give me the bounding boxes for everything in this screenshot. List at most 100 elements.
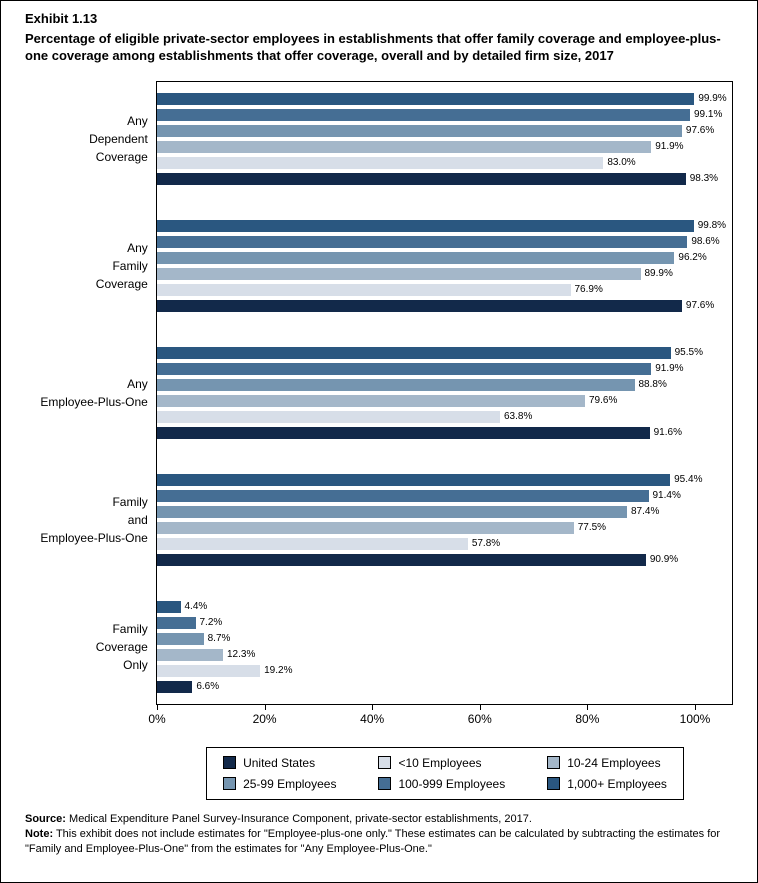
bar xyxy=(156,362,652,375)
bar-row: 97.6% xyxy=(156,123,732,139)
bar xyxy=(156,505,627,518)
legend-item: 100-999 Employees xyxy=(378,777,505,791)
bar xyxy=(156,473,671,486)
legend-item: United States xyxy=(223,756,336,770)
y-axis-label-line: Dependent xyxy=(89,131,148,146)
bar xyxy=(156,108,690,121)
y-axis-label-line: Any xyxy=(127,113,148,128)
x-tick-label: 100% xyxy=(679,711,711,726)
bar xyxy=(156,235,688,248)
y-axis-label-line: Any xyxy=(127,240,148,255)
bar-row: 95.4% xyxy=(156,472,732,488)
bar xyxy=(156,156,604,169)
x-tick-label: 80% xyxy=(575,711,600,726)
bar-value-label: 19.2% xyxy=(264,665,293,677)
bar-row: 91.6% xyxy=(156,425,732,441)
bar xyxy=(156,251,675,264)
bar xyxy=(156,680,193,693)
bar-row: 91.4% xyxy=(156,488,732,504)
legend-label: 10-24 Employees xyxy=(567,755,661,770)
y-axis-label-line: Employee-Plus-One xyxy=(40,394,148,409)
legend-swatch xyxy=(547,777,561,791)
bar xyxy=(156,346,671,359)
bar-value-label: 91.6% xyxy=(653,427,682,439)
bar-row: 99.1% xyxy=(156,107,732,123)
bar xyxy=(156,553,646,566)
bar-row: 87.4% xyxy=(156,504,732,520)
bar-row: 19.2% xyxy=(156,663,732,679)
bar-row: 83.0% xyxy=(156,155,732,171)
bar-value-label: 57.8% xyxy=(471,538,501,550)
y-axis-label: Family and Employee-Plus-One xyxy=(25,469,156,571)
bar-row: 6.6% xyxy=(156,679,732,695)
bar-group: 95.5% 91.9% 88.8% 79.6% 63.8% 91.6% xyxy=(156,342,732,444)
bar-group: 99.9% 99.1% 97.6% 91.9% 83.0% 98.3% xyxy=(156,88,732,190)
x-tick-mark xyxy=(372,704,374,710)
bar-value-label: 4.4% xyxy=(184,601,208,613)
bar-value-label: 8.7% xyxy=(207,633,231,645)
bar-row: 79.6% xyxy=(156,393,732,409)
bar-row: 4.4% xyxy=(156,599,732,615)
y-axis-label-line: Coverage xyxy=(95,149,148,164)
x-tick-mark xyxy=(695,704,696,710)
note-label: Note: xyxy=(25,827,54,840)
bar-row: 12.3% xyxy=(156,647,732,663)
legend-label: 1,000+ Employees xyxy=(567,776,667,791)
bar xyxy=(156,140,652,153)
bar xyxy=(156,616,196,629)
bar-row: 91.9% xyxy=(156,139,732,155)
x-tick-label: 40% xyxy=(360,711,385,726)
bar-value-label: 91.4% xyxy=(652,490,681,502)
bar-group: 4.4% 7.2% 8.7% 12.3% 19.2% 6.6% xyxy=(156,596,732,698)
x-tick-mark xyxy=(587,704,589,710)
x-tick-mark xyxy=(157,704,158,710)
chart-title: Percentage of eligible private-sector em… xyxy=(25,30,721,64)
y-axis-label-line: Only xyxy=(123,657,148,672)
bar xyxy=(156,632,204,645)
y-axis-label-line: and xyxy=(127,512,148,527)
y-axis-labels: Any Dependent Coverage Any Family Coverage Any… xyxy=(25,81,156,705)
source-label: Source: xyxy=(25,812,66,825)
plot-area: 99.9% 99.1% 97.6% 91.9% 83.0% 98.3% 99.8% 98.6%… xyxy=(155,80,733,705)
bar xyxy=(156,378,635,391)
y-axis-label-line: Family xyxy=(112,258,148,273)
legend-swatch xyxy=(547,756,561,770)
bar-value-label: 99.1% xyxy=(694,109,723,121)
bar-value-label: 97.6% xyxy=(685,125,715,137)
legend-wrap: United States <10 Employees 10-24 Employee… xyxy=(156,746,734,800)
x-tick-mark xyxy=(264,704,266,710)
note-text: This exhibit does not include estimates … xyxy=(25,827,721,855)
x-tick-label: 60% xyxy=(467,711,492,726)
bar-row: 63.8% xyxy=(156,409,732,425)
bar-group: 95.4% 91.4% 87.4% 77.5% 57.8% 90.9% xyxy=(156,469,732,571)
bar xyxy=(156,92,695,105)
bar-value-label: 98.3% xyxy=(689,173,719,185)
x-tick-label: 20% xyxy=(252,711,277,726)
note: Note: This exhibit does not include esti… xyxy=(25,827,731,857)
bar-row: 77.5% xyxy=(156,520,732,536)
x-tick-mark xyxy=(479,704,481,710)
legend-label: 25-99 Employees xyxy=(243,776,337,791)
bar-value-label: 63.8% xyxy=(504,411,533,423)
legend-item: 10-24 Employees xyxy=(547,756,667,770)
bar-value-label: 95.5% xyxy=(674,347,703,359)
y-axis-label-line: Coverage xyxy=(95,639,148,654)
legend-item: <10 Employees xyxy=(378,756,505,770)
bar-row: 95.5% xyxy=(156,345,732,361)
bar xyxy=(156,426,650,439)
bar-row: 7.2% xyxy=(156,615,732,631)
bar-row: 57.8% xyxy=(156,536,732,552)
legend-item: 1,000+ Employees xyxy=(547,777,667,791)
y-axis-label: Any Employee-Plus-One xyxy=(25,342,156,444)
bar-row: 88.8% xyxy=(156,377,732,393)
x-tick-label: 0% xyxy=(148,711,166,726)
bar xyxy=(156,521,574,534)
bar-value-label: 99.9% xyxy=(698,93,727,105)
y-axis-label-line: Employee-Plus-One xyxy=(40,530,148,545)
bar xyxy=(156,219,694,232)
bar-value-label: 77.5% xyxy=(577,522,607,534)
bar-value-label: 12.3% xyxy=(227,649,256,661)
legend-swatch xyxy=(223,777,237,791)
legend-label: United States xyxy=(243,755,316,770)
